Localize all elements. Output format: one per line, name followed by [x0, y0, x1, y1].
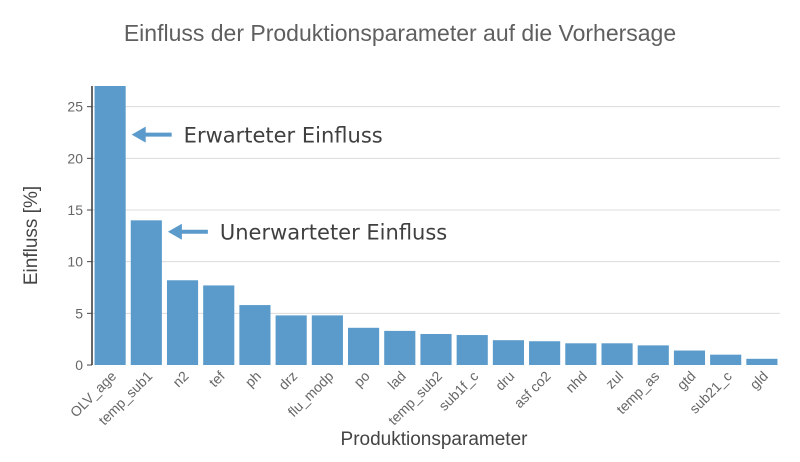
- x-tick-label: n2: [169, 368, 191, 390]
- bar: [710, 354, 742, 365]
- x-tick-label: lad: [384, 368, 409, 393]
- bar: [529, 341, 561, 365]
- x-axis-title: Produktionsparameter: [341, 429, 529, 450]
- x-tick-label: gld: [746, 368, 771, 393]
- bar: [492, 340, 524, 365]
- bar: [746, 358, 778, 365]
- bar: [601, 343, 633, 365]
- annotation-arrow-head: [167, 223, 182, 240]
- y-tick-label: 20: [67, 150, 83, 166]
- x-tick-label: dru: [492, 368, 518, 394]
- x-tick-label: zul: [602, 368, 626, 392]
- y-tick-label: 25: [67, 99, 83, 115]
- y-tick-labels: 0 5 10 15 20 25: [67, 99, 92, 373]
- x-tick-label: ph: [242, 368, 264, 390]
- annotation-arrow-head: [131, 126, 146, 143]
- bar: [348, 327, 380, 365]
- x-tick-label: tef: [206, 368, 228, 390]
- annotation-label: Unerwarteter Einfluss: [220, 221, 447, 245]
- y-axis-title: Einfluss [%]: [21, 186, 42, 285]
- chart-title: Einfluss der Produktionsparameter auf di…: [123, 20, 677, 46]
- bar: [311, 315, 343, 365]
- bar: [673, 350, 706, 365]
- bar: [275, 315, 307, 365]
- y-tick-label: 5: [75, 305, 83, 321]
- y-tick-label: 0: [75, 357, 83, 373]
- bar: [203, 285, 235, 365]
- x-tick-label: sub1f_c: [435, 368, 481, 414]
- annotations: Erwarteter Einfluss Unerwarteter Einfluss: [131, 124, 447, 245]
- bar: [420, 334, 452, 365]
- bar: [239, 305, 271, 365]
- bar: [565, 343, 597, 365]
- x-tick-label: drz: [275, 368, 300, 393]
- bar: [456, 335, 488, 365]
- y-tick-label: 15: [67, 202, 83, 218]
- x-tick-label: po: [350, 368, 372, 390]
- bar: [637, 345, 669, 365]
- bar: [166, 280, 199, 365]
- x-tick-label: gtd: [674, 368, 699, 393]
- y-tick-label: 10: [67, 254, 83, 270]
- bar: [94, 86, 126, 365]
- annotation-label: Erwarteter Einfluss: [184, 124, 383, 148]
- bar: [384, 330, 416, 365]
- bar: [130, 220, 162, 365]
- bars: [94, 86, 778, 365]
- x-tick-label: nhd: [562, 368, 590, 396]
- x-tick-label: asf co2: [511, 368, 554, 411]
